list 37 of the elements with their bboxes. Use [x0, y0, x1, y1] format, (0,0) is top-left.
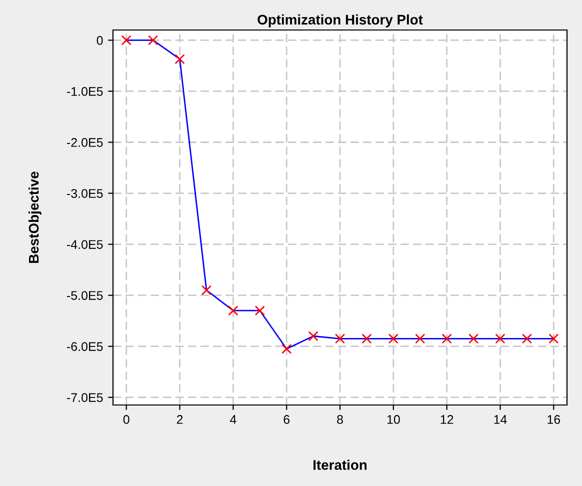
- x-tick-label: 4: [230, 415, 236, 424]
- point: [548, 334, 559, 344]
- point: [174, 54, 185, 64]
- point: [388, 334, 398, 344]
- chart-title: Optimization History Plot: [258, 14, 423, 28]
- x-tick-label: 10: [387, 415, 400, 424]
- x-tick-label: 14: [494, 415, 507, 424]
- y-tick-label: -6.0E5: [67, 342, 103, 351]
- x-tick-label: 6: [284, 415, 290, 424]
- y-tick-label: 0: [96, 36, 103, 45]
- y-tick-label: -7.0E5: [67, 393, 103, 402]
- point: [362, 334, 372, 344]
- x-tick-label: 0: [123, 415, 130, 424]
- x-axis-title: Iteration: [314, 460, 367, 470]
- y-tick-label: -3.0E5: [67, 189, 103, 198]
- point: [495, 334, 506, 344]
- y-axis-title: BestObjective: [28, 172, 42, 263]
- y-tick-label: -4.0E5: [67, 240, 103, 249]
- point: [442, 334, 452, 344]
- point: [201, 285, 212, 296]
- y-tick-label: -2.0E5: [67, 138, 103, 147]
- point: [121, 35, 132, 46]
- x-tick-label: 16: [548, 415, 560, 424]
- point: [254, 306, 265, 316]
- x-tick-label: 8: [337, 415, 343, 424]
- x-tick-label: 12: [440, 415, 454, 424]
- y-tick-label: -1.0E5: [67, 87, 103, 96]
- point: [308, 331, 318, 342]
- y-tick-label: -5.0E5: [67, 291, 103, 300]
- point: [228, 306, 238, 316]
- point: [522, 334, 532, 344]
- point: [148, 35, 158, 46]
- point: [468, 334, 479, 344]
- point: [415, 334, 426, 344]
- x-tick-label: 2: [176, 415, 183, 424]
- point: [282, 344, 292, 354]
- point: [334, 334, 346, 344]
